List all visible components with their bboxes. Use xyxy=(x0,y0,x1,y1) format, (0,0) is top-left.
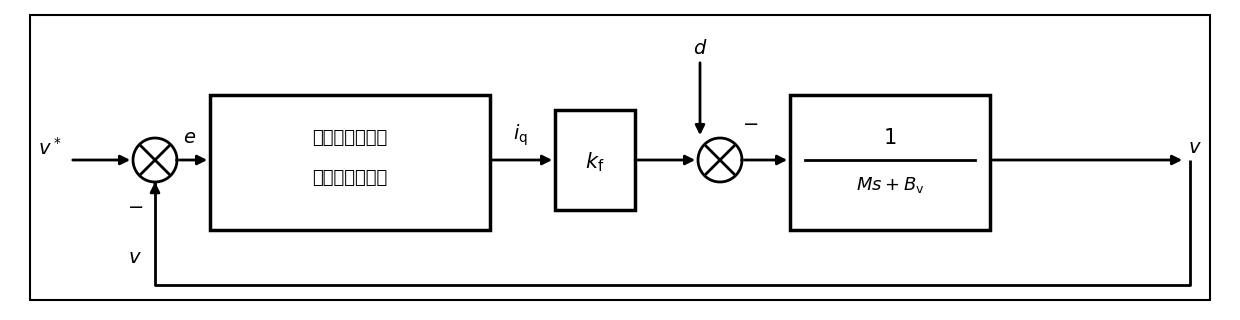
Text: $-$: $-$ xyxy=(742,113,758,132)
Bar xyxy=(210,95,490,230)
Text: 数阶滑模控制器: 数阶滑模控制器 xyxy=(312,169,388,187)
Text: $e$: $e$ xyxy=(184,129,197,147)
Text: $v^*$: $v^*$ xyxy=(38,137,62,159)
Text: $d$: $d$ xyxy=(693,38,707,58)
Text: $Ms+B_{\rm v}$: $Ms+B_{\rm v}$ xyxy=(856,175,924,195)
Text: $v$: $v$ xyxy=(1188,139,1202,157)
Text: $1$: $1$ xyxy=(883,128,897,148)
Text: $i_{\rm q}$: $i_{\rm q}$ xyxy=(512,122,527,148)
Text: $v$: $v$ xyxy=(128,249,141,267)
Bar xyxy=(556,110,635,210)
Text: $k_{\rm f}$: $k_{\rm f}$ xyxy=(585,150,605,174)
Bar xyxy=(790,95,990,230)
Text: $-$: $-$ xyxy=(126,196,143,214)
Bar xyxy=(30,15,1210,300)
Text: 区间二型模糊分: 区间二型模糊分 xyxy=(312,129,388,147)
